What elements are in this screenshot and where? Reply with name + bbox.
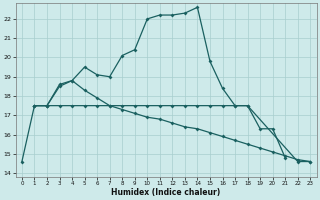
X-axis label: Humidex (Indice chaleur): Humidex (Indice chaleur): [111, 188, 221, 197]
